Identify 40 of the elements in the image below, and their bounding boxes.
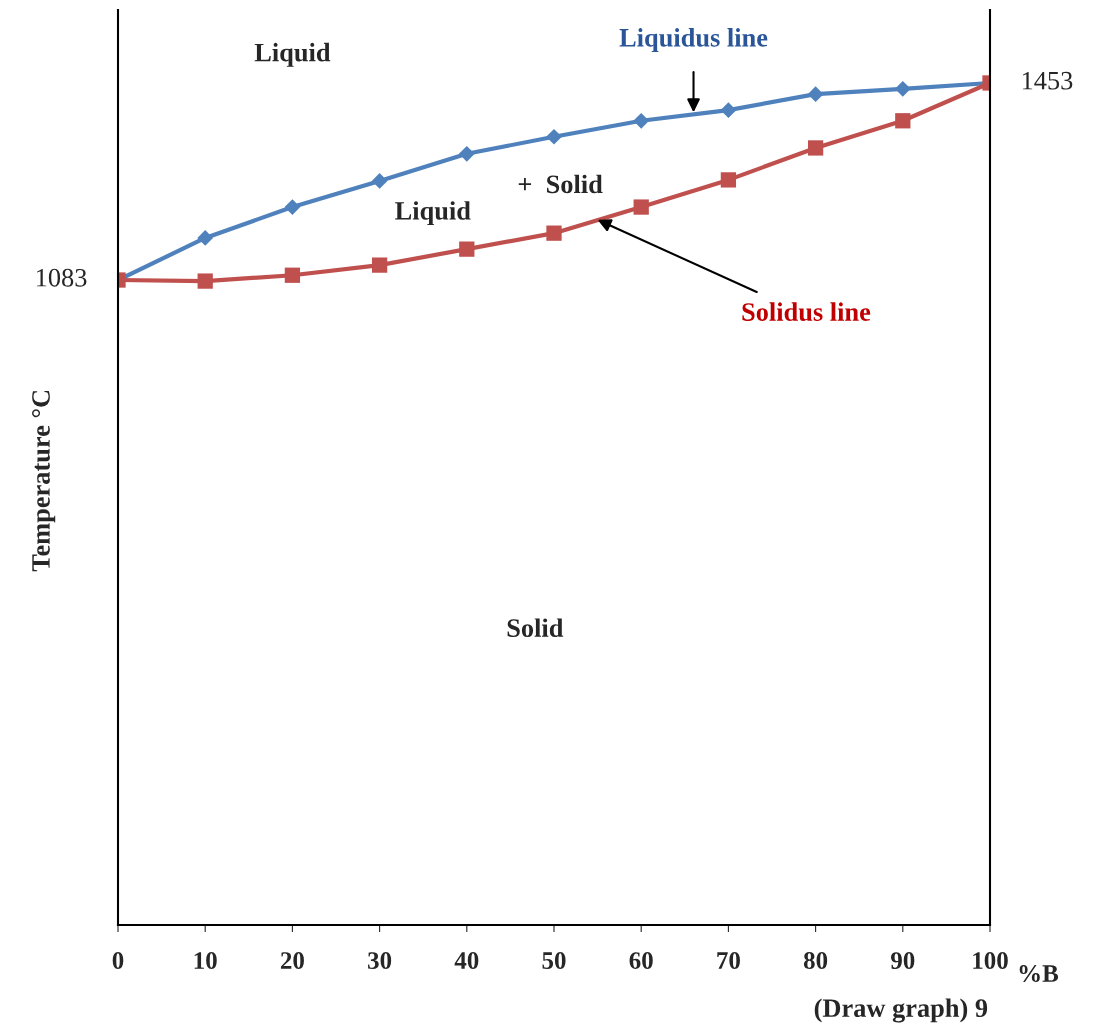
x-tick-label: 40 (454, 952, 479, 969)
point (284, 267, 301, 283)
point (807, 86, 824, 103)
point (807, 140, 824, 156)
x-tick-label: 70 (717, 952, 740, 969)
point (720, 172, 737, 188)
x-tick-label: 30 (368, 952, 392, 969)
point (197, 273, 213, 289)
x-tick-label: 20 (280, 952, 304, 969)
point (895, 113, 911, 129)
point (371, 173, 388, 189)
x-tick-label: 90 (890, 952, 915, 969)
data-label: 1083 (36, 268, 87, 287)
annotation: Solidus line (742, 302, 871, 321)
point (546, 225, 562, 241)
x-tick-label: 10 (194, 952, 217, 969)
x-tick-label: 0 (112, 952, 124, 969)
point (459, 241, 475, 257)
point (458, 145, 475, 162)
point (894, 80, 911, 97)
x-tick-label: 60 (629, 952, 653, 969)
x-axis-title: %B (1019, 965, 1059, 983)
point (720, 102, 737, 118)
point (633, 112, 650, 129)
annotation: Liquidus line (619, 28, 768, 52)
annotation: Liquid (254, 42, 331, 67)
annotation: Solid (507, 618, 564, 637)
x-tick-label: 50 (542, 952, 566, 969)
point (197, 230, 214, 246)
point (371, 257, 388, 273)
point (633, 199, 649, 215)
x-tick-label: 100 (973, 952, 1008, 969)
point (284, 199, 301, 215)
annotation: Liquid (395, 201, 471, 226)
x-tick-label: 80 (803, 952, 828, 969)
annotation: + Solid (518, 174, 603, 194)
data-label: 1453 (1022, 71, 1073, 90)
point (546, 128, 562, 145)
y-axis-title: Temperature °C (32, 390, 56, 572)
text: (Draw graph) 9 (814, 998, 988, 1023)
